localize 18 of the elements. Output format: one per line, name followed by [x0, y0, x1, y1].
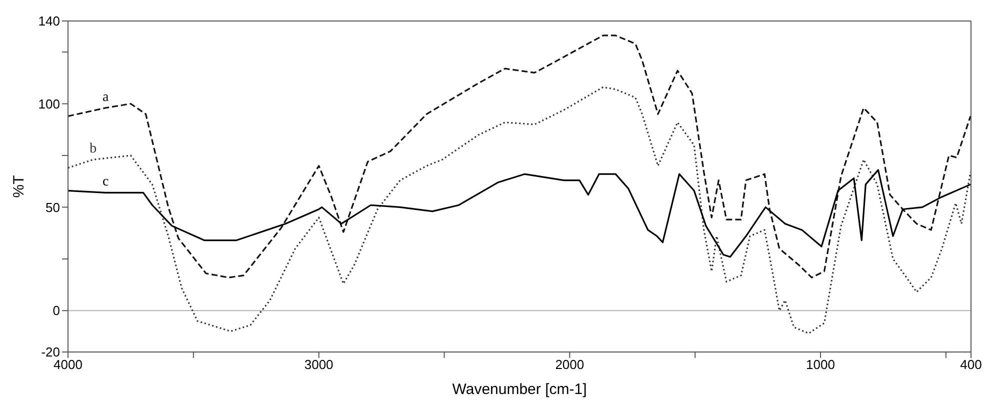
x-axis-title: Wavenumber [cm-1]	[452, 381, 587, 398]
line-series	[68, 34, 971, 278]
x-tick-label: 1000	[806, 357, 835, 372]
series-label: b	[90, 142, 97, 157]
line-series	[68, 86, 971, 334]
y-tick-label: 100	[38, 96, 60, 112]
series-label: a	[102, 90, 110, 105]
y-tick-label: 0	[52, 303, 60, 318]
y-axis-title: %T	[10, 175, 28, 198]
series-label: c	[102, 174, 109, 190]
x-tick-label: 4000	[54, 357, 82, 372]
x-tick-label: 3000	[304, 357, 334, 372]
y-tick-label: -20	[41, 344, 60, 360]
line-series	[68, 169, 971, 258]
x-tick-label: 400	[960, 357, 982, 372]
x-tick-label: 2000	[555, 357, 584, 372]
y-tick-label: 50	[46, 200, 60, 215]
y-tick-label: 140	[38, 14, 60, 29]
